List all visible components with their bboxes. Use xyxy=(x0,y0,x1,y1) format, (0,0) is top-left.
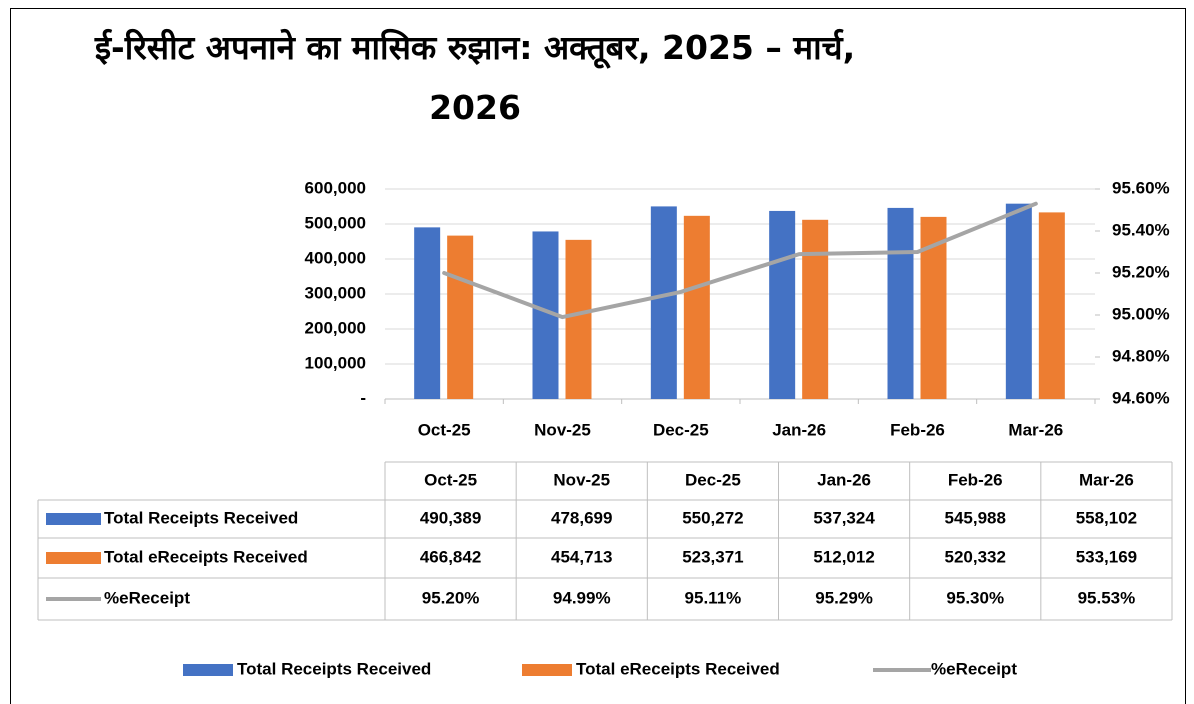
y-tick-label: 400,000 xyxy=(305,248,366,267)
table-cell: 95.20% xyxy=(422,588,480,607)
legend-key xyxy=(46,513,101,525)
table-cell: 478,699 xyxy=(551,508,612,527)
table-cell: 454,713 xyxy=(551,547,612,566)
table-cell: 550,272 xyxy=(682,508,743,527)
table-cell: 466,842 xyxy=(420,547,481,566)
bar xyxy=(769,210,796,399)
bar xyxy=(650,206,677,399)
y-tick-label: 100,000 xyxy=(305,353,366,372)
y2-tick-label: 94.80% xyxy=(1112,346,1170,365)
table-cell: 512,012 xyxy=(813,547,874,566)
table-cell: 95.30% xyxy=(946,588,1004,607)
legend-key xyxy=(522,664,572,676)
table-cell: 558,102 xyxy=(1076,508,1137,527)
legend-key xyxy=(183,664,233,676)
table-cell: 490,389 xyxy=(420,508,481,527)
y2-tick-label: 95.20% xyxy=(1112,262,1170,281)
table-header: Jan-26 xyxy=(817,470,871,489)
frame xyxy=(10,8,1186,704)
x-tick-label: Jan-26 xyxy=(772,420,826,439)
table-cell: 537,324 xyxy=(813,508,875,527)
y2-tick-label: 94.60% xyxy=(1112,388,1170,407)
bar xyxy=(565,239,592,399)
table-cell: 545,988 xyxy=(945,508,1006,527)
legend-key xyxy=(46,552,101,564)
legend-label: Total Receipts Received xyxy=(237,659,431,678)
x-tick-label: Feb-26 xyxy=(890,420,945,439)
bar xyxy=(683,215,710,399)
y-tick-label: 500,000 xyxy=(305,213,366,232)
table-cell: 533,169 xyxy=(1076,547,1137,566)
bar xyxy=(802,219,829,399)
y2-tick-label: 95.40% xyxy=(1112,220,1170,239)
bar xyxy=(414,227,441,399)
bar xyxy=(887,207,914,399)
table-cell: 520,332 xyxy=(945,547,1006,566)
x-tick-label: Mar-26 xyxy=(1008,420,1063,439)
x-tick-label: Nov-25 xyxy=(534,420,591,439)
y-tick-label: 200,000 xyxy=(305,318,366,337)
table-cell: 95.11% xyxy=(685,588,742,607)
table-cell: 95.29% xyxy=(815,588,873,607)
y-tick-label: 600,000 xyxy=(305,178,366,197)
table-header: Oct-25 xyxy=(424,470,477,489)
bar xyxy=(1005,203,1032,399)
y2-tick-label: 95.00% xyxy=(1112,304,1170,323)
legend-label: %eReceipt xyxy=(931,659,1017,678)
y2-tick-label: 95.60% xyxy=(1112,178,1170,197)
table-row-label: Total eReceipts Received xyxy=(104,547,308,566)
x-tick-label: Dec-25 xyxy=(653,420,709,439)
x-tick-label: Oct-25 xyxy=(418,420,471,439)
table-row-label: Total Receipts Received xyxy=(104,508,298,527)
table-cell: 94.99% xyxy=(553,588,611,607)
chart-title: ई-रिसीट अपनाने का मासिक रुझान: अक्तूबर, … xyxy=(94,28,856,127)
table-row-label: %eReceipt xyxy=(104,588,190,607)
bar xyxy=(447,235,474,399)
bar xyxy=(1038,212,1065,399)
y-tick-label: - xyxy=(360,388,366,407)
legend-label: Total eReceipts Received xyxy=(576,659,780,678)
table-header: Feb-26 xyxy=(948,470,1003,489)
table-header: Nov-25 xyxy=(553,470,610,489)
table-header: Mar-26 xyxy=(1079,470,1134,489)
line xyxy=(442,201,1038,320)
table-cell: 95.53% xyxy=(1078,588,1136,607)
y-tick-label: 300,000 xyxy=(305,283,366,302)
table-header: Dec-25 xyxy=(685,470,741,489)
table-cell: 523,371 xyxy=(682,547,743,566)
